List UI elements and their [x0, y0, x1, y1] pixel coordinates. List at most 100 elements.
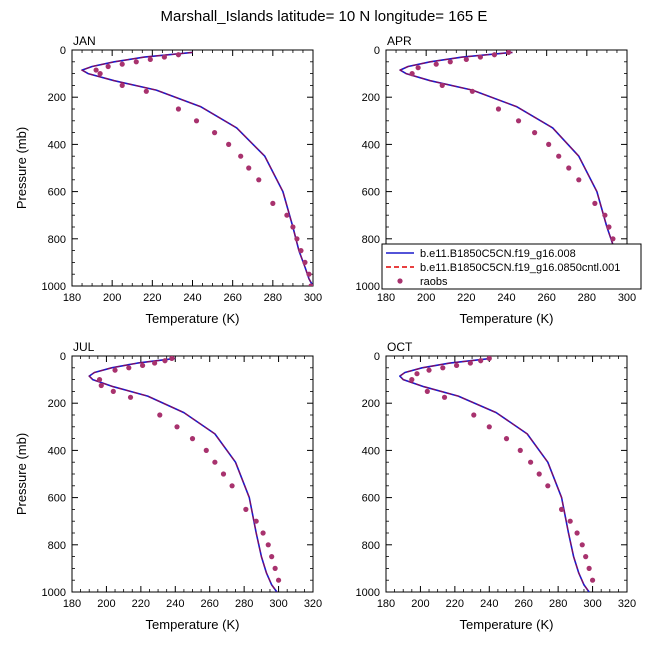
- raobs-point: [269, 554, 275, 560]
- y-tick-label: 1000: [356, 281, 380, 293]
- x-tick-label: 240: [497, 292, 515, 304]
- x-tick-label: 260: [515, 598, 533, 610]
- legend-box: [381, 243, 642, 290]
- x-tick-label: 280: [264, 292, 282, 304]
- raobs-point: [589, 577, 596, 583]
- raobs-point: [253, 518, 259, 524]
- raobs-point: [270, 200, 276, 206]
- x-tick-label: 320: [304, 598, 322, 610]
- figure-title: Marshall_Islands latitude= 10 N longitud…: [160, 8, 488, 25]
- legend-label: b.e11.B1850C5CN.f19_g16.008: [420, 248, 576, 260]
- panel-title: JAN: [73, 34, 96, 48]
- y-tick-label: 200: [362, 398, 380, 410]
- y-axis-label: Pressure (mb): [14, 127, 29, 209]
- x-tick-label: 200: [411, 598, 429, 610]
- panel-jul: 180 200 220 240 260 280 300 320 0 200 400 600 800 100…: [14, 340, 322, 632]
- raobs-point: [174, 424, 180, 430]
- x-tick-label: 300: [618, 292, 636, 304]
- raobs-point: [112, 367, 118, 373]
- raobs-point: [284, 212, 290, 218]
- x-tick-label: 200: [417, 292, 435, 304]
- plot-area: [80, 51, 313, 286]
- raobs-point: [119, 82, 125, 88]
- raobs-point: [579, 542, 585, 548]
- raobs-point: [126, 365, 132, 371]
- raobs-point: [175, 52, 182, 58]
- raobs-point: [583, 554, 589, 560]
- x-tick-label: 180: [63, 292, 81, 304]
- raobs-point: [298, 248, 304, 254]
- raobs-point: [96, 377, 103, 383]
- x-axis-label: Temperature (K): [460, 311, 554, 326]
- y-tick-label: 600: [48, 187, 66, 199]
- raobs-point: [162, 358, 168, 364]
- x-tick-label: 240: [480, 598, 498, 610]
- x-tick-label: 280: [549, 598, 567, 610]
- raobs-point: [290, 224, 296, 230]
- raobs-point: [546, 141, 552, 147]
- y-tick-label: 1000: [356, 587, 380, 599]
- raobs-point: [415, 65, 421, 71]
- raobs-point: [193, 118, 200, 124]
- raobs-point: [532, 130, 538, 136]
- raobs-point: [602, 212, 608, 218]
- y-tick-label: 200: [362, 92, 380, 104]
- raobs-point: [536, 471, 542, 477]
- raobs-point: [440, 365, 446, 371]
- raobs-point: [409, 71, 415, 77]
- y-tick-label: 400: [48, 139, 66, 151]
- raobs-point: [110, 388, 116, 394]
- raobs-point: [306, 271, 312, 277]
- raobs-point: [495, 106, 502, 112]
- panel-jan: 180 200 220 240 260 280 300 0 200 400 600 800 1000 JA…: [14, 34, 322, 326]
- raobs-point: [486, 356, 492, 361]
- raobs-point: [260, 530, 266, 536]
- plot-area: [398, 356, 596, 592]
- legend-label: b.e11.B1850C5CN.f19_g16.0850cntl.001: [420, 262, 620, 274]
- panel-oct: 180 200 220 240 260 280 300 320 0 200 400 600 800 100…: [356, 340, 637, 632]
- y-tick-label: 200: [48, 398, 66, 410]
- y-tick-label: 0: [60, 45, 66, 57]
- series-line-case1: [88, 357, 278, 592]
- raobs-point: [212, 459, 218, 465]
- y-tick-label: 800: [362, 234, 380, 246]
- raobs-point: [558, 506, 565, 512]
- raobs-point: [169, 356, 175, 361]
- raobs-point: [576, 177, 582, 183]
- raobs-point: [574, 530, 580, 536]
- raobs-point: [189, 436, 196, 442]
- y-tick-label: 800: [362, 540, 380, 552]
- y-tick-label: 600: [362, 187, 380, 199]
- x-tick-label: 240: [183, 292, 201, 304]
- x-tick-label: 260: [223, 292, 241, 304]
- series-line-case1: [81, 51, 313, 286]
- raobs-point: [606, 224, 612, 230]
- raobs-point: [246, 165, 252, 171]
- raobs-point: [127, 394, 134, 400]
- raobs-point: [453, 362, 460, 369]
- x-tick-label: 240: [166, 598, 184, 610]
- x-tick-label: 260: [537, 292, 555, 304]
- y-axis-label: Pressure (mb): [14, 433, 29, 515]
- raobs-point: [238, 153, 244, 159]
- raobs-point: [505, 50, 512, 55]
- y-tick-label: 0: [374, 351, 380, 363]
- raobs-point: [409, 377, 415, 383]
- y-tick-label: 400: [362, 139, 380, 151]
- raobs-point: [478, 358, 484, 364]
- raobs-point: [147, 56, 153, 63]
- legend-swatch-dot: [397, 278, 403, 284]
- x-axis-label: Temperature (K): [146, 617, 240, 632]
- raobs-point: [294, 236, 300, 242]
- raobs-point: [447, 59, 453, 65]
- raobs-point: [503, 436, 510, 442]
- y-tick-label: 0: [60, 351, 66, 363]
- series-line-case2: [398, 357, 590, 592]
- raobs-point: [143, 88, 149, 94]
- raobs-point: [220, 471, 227, 477]
- x-tick-label: 260: [201, 598, 219, 610]
- raobs-point: [463, 56, 469, 63]
- plot-frame: [385, 355, 628, 593]
